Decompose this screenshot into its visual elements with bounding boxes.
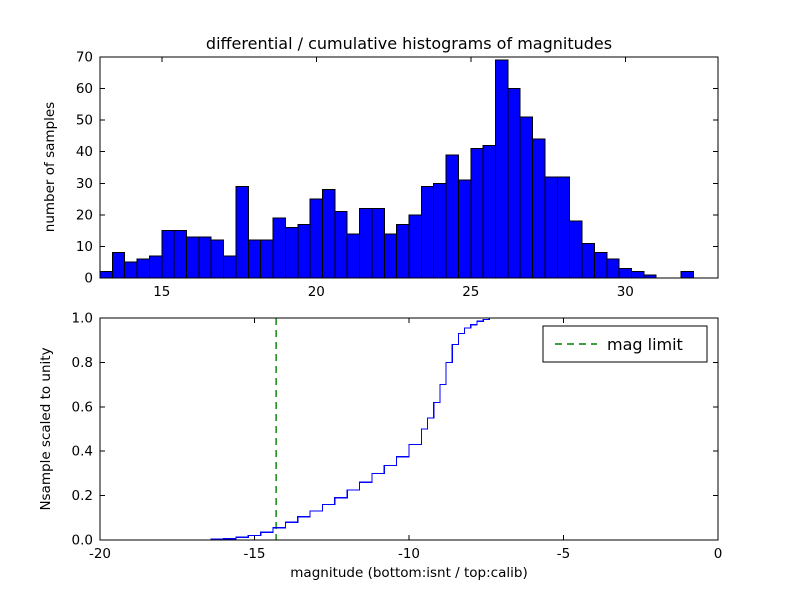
- histogram-bar: [593, 252, 608, 279]
- histogram-bar: [334, 211, 348, 279]
- y-tick-label: 70: [76, 50, 93, 66]
- histogram-bar: [346, 233, 361, 279]
- y-tick-label: 0.6: [72, 399, 93, 415]
- histogram-bar: [433, 182, 447, 279]
- x-tick-label: 0: [714, 546, 723, 562]
- legend-label: mag limit: [607, 335, 683, 354]
- histogram-bar: [272, 217, 286, 279]
- y-tick-label: 10: [76, 239, 93, 255]
- x-tick-label: -15: [243, 546, 265, 562]
- histogram-bar: [136, 258, 150, 279]
- histogram-bar: [210, 239, 225, 279]
- histogram-bar: [544, 176, 558, 279]
- y-tick-label: 60: [76, 81, 93, 97]
- histogram-bar: [383, 233, 398, 279]
- y-tick-label: 1.0: [72, 311, 93, 327]
- histogram-bar: [186, 236, 200, 279]
- histogram-bar: [223, 255, 237, 279]
- x-tick-label: 20: [308, 284, 325, 300]
- histogram-bar: [359, 208, 373, 279]
- y-tick-label: 0.4: [72, 444, 93, 460]
- x-tick-label: 15: [153, 284, 170, 300]
- histogram-bar: [420, 185, 435, 279]
- top-histogram-axes: 15 20 25 30 0 10 20 30 40 50 60 70: [76, 50, 719, 300]
- histogram-bar: [532, 138, 546, 279]
- histogram-bar: [235, 185, 249, 279]
- histogram-bar: [630, 271, 645, 279]
- top-y-axis-label: number of samples: [42, 102, 58, 232]
- histogram-bar: [408, 214, 422, 279]
- histogram-bar: [111, 252, 126, 279]
- y-tick-label: 40: [76, 144, 93, 160]
- cumulative-step-line: [100, 317, 718, 541]
- histogram-bar: [581, 242, 595, 279]
- histogram-bar: [260, 239, 274, 279]
- histogram-bar: [445, 154, 459, 279]
- histogram-bar: [680, 271, 694, 279]
- histogram-bar: [396, 223, 410, 279]
- histogram-bar: [148, 255, 163, 279]
- histogram-bar: [507, 88, 521, 279]
- histogram-bar: [470, 148, 484, 279]
- histogram-bar: [297, 223, 311, 279]
- legend: mag limit: [542, 325, 708, 363]
- y-tick-label: 0.2: [72, 488, 93, 504]
- axes-frame: [99, 56, 719, 279]
- y-tick-label: 0: [84, 271, 93, 287]
- bottom-x-axis-label: magnitude (bottom:isnt / top:calib): [290, 565, 527, 581]
- histogram-bar: [371, 208, 385, 279]
- y-tick-label: 0.8: [72, 355, 93, 371]
- x-tick-label: 25: [462, 284, 479, 300]
- x-tick-label: -5: [557, 546, 570, 562]
- histogram-bar: [198, 236, 212, 279]
- x-tick-label: -20: [89, 546, 111, 562]
- histogram-bar: [606, 258, 620, 279]
- x-tick-label: -10: [398, 546, 420, 562]
- histogram-bar: [556, 176, 571, 279]
- histogram-bar: [618, 268, 632, 279]
- y-tick-label: 30: [76, 176, 93, 192]
- histogram-bar: [569, 220, 583, 279]
- histogram-bar: [247, 239, 262, 279]
- histogram-bar: [124, 261, 138, 279]
- histogram-bar: [482, 144, 497, 279]
- y-tick-label: 50: [76, 113, 93, 129]
- x-tick-label: 30: [617, 284, 634, 300]
- histogram-bar: [519, 116, 534, 279]
- histogram-bar: [173, 230, 188, 279]
- bottom-y-axis-label: Nsample scaled to unity: [38, 347, 54, 510]
- histogram-bar: [321, 189, 336, 279]
- histogram-bar: [457, 179, 472, 279]
- axes-frame: [99, 317, 719, 541]
- y-tick-label: 0.0: [72, 533, 93, 549]
- bottom-cumulative-axes: -20 -15 -10 -5 0 0.0 0.2 0.4 0.6 0.8 1.0: [72, 311, 723, 563]
- histogram-bar: [99, 271, 113, 279]
- histogram-bar: [284, 226, 299, 279]
- histogram-bar: [495, 59, 509, 279]
- figure-title: differential / cumulative histograms of …: [206, 34, 612, 53]
- histogram-bar: [161, 230, 175, 279]
- y-tick-label: 20: [76, 207, 93, 223]
- histogram-bar: [309, 198, 323, 279]
